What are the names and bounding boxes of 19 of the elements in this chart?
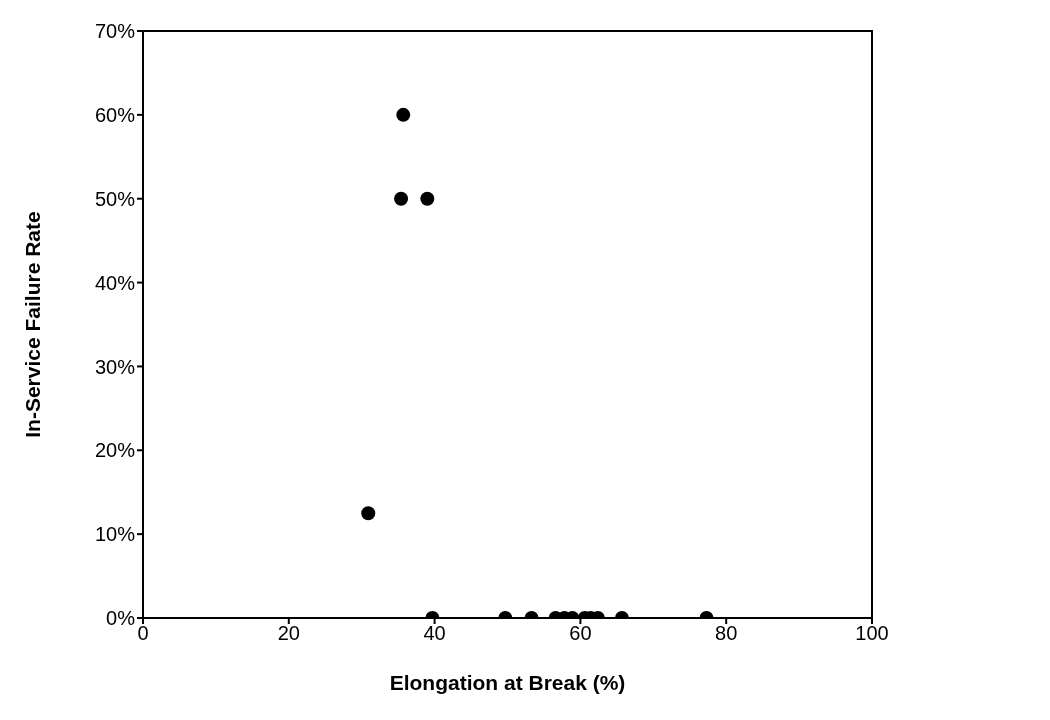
x-tick-label: 40 bbox=[423, 622, 446, 645]
y-tick-label: 0% bbox=[106, 607, 136, 630]
x-axis-title: Elongation at Break (%) bbox=[389, 671, 626, 694]
x-tick-label: 0 bbox=[137, 622, 149, 645]
y-tick-label: 20% bbox=[94, 439, 136, 462]
x-tick-label: 80 bbox=[715, 622, 738, 645]
y-tick-label: 50% bbox=[94, 187, 136, 210]
point bbox=[394, 191, 409, 206]
point bbox=[396, 107, 411, 122]
x-tick-label: 20 bbox=[277, 622, 300, 645]
y-tick-label: 30% bbox=[94, 355, 136, 378]
y-tick-label: 60% bbox=[94, 103, 136, 126]
y-axis-title: In-Service Failure Rate bbox=[21, 211, 45, 438]
y-tick-label: 10% bbox=[94, 523, 136, 546]
x-tick-label: 100 bbox=[855, 622, 889, 645]
x-tick-label: 60 bbox=[569, 622, 592, 645]
y-tick-label: 70% bbox=[94, 20, 136, 43]
y-tick-label: 40% bbox=[94, 271, 136, 294]
point bbox=[420, 191, 435, 206]
